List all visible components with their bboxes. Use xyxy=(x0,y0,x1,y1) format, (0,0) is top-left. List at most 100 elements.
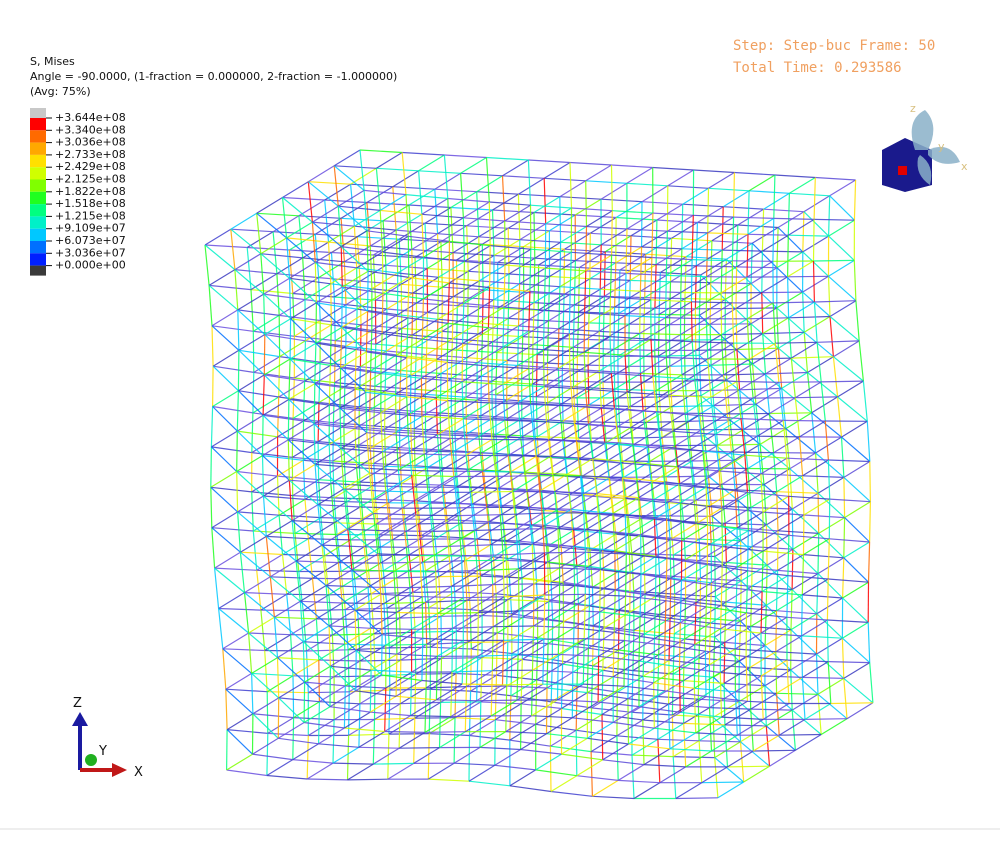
mesh-element xyxy=(629,235,632,281)
mesh-element xyxy=(340,447,383,453)
mesh-element xyxy=(329,443,371,449)
mesh-element xyxy=(397,314,438,320)
mesh-element xyxy=(303,706,331,724)
mesh-element xyxy=(612,660,640,678)
mesh-element xyxy=(476,175,503,193)
mesh-element xyxy=(747,233,789,236)
mesh-element xyxy=(421,415,464,420)
mesh-element xyxy=(788,315,831,319)
mesh-element xyxy=(383,601,426,605)
mesh-element xyxy=(815,176,856,181)
mesh-element xyxy=(438,702,442,748)
mesh-element xyxy=(450,415,454,452)
mesh-element xyxy=(320,517,326,556)
mesh-element xyxy=(454,701,482,719)
mesh-element xyxy=(341,217,384,222)
mesh-element xyxy=(719,470,761,475)
mesh-element xyxy=(760,473,764,513)
mesh-element xyxy=(287,439,316,465)
mesh-element xyxy=(472,503,478,540)
mesh-element xyxy=(375,283,402,301)
mesh-element xyxy=(307,778,348,781)
mesh-element xyxy=(448,322,489,329)
mesh-element xyxy=(378,518,406,536)
mesh-element xyxy=(576,759,604,777)
mesh-element xyxy=(304,721,345,729)
mesh-element xyxy=(502,175,545,179)
mesh-element xyxy=(695,507,723,525)
mesh-element xyxy=(587,365,590,406)
mesh-element xyxy=(463,302,505,308)
mesh-element xyxy=(492,583,534,586)
mesh-element xyxy=(759,443,791,470)
mesh-element xyxy=(469,734,510,741)
mesh-element xyxy=(286,594,292,635)
mesh-element xyxy=(787,235,789,277)
mesh-element xyxy=(746,234,749,278)
mesh-element xyxy=(761,292,764,334)
mesh-element xyxy=(640,290,681,294)
mesh-element xyxy=(325,585,330,626)
mesh-element xyxy=(787,218,815,236)
mesh-element xyxy=(628,349,656,367)
mesh-element xyxy=(573,260,576,306)
legend-label: +3.340e+08 xyxy=(55,123,126,136)
mesh-element xyxy=(801,594,803,636)
mesh-element xyxy=(278,681,305,699)
mesh-element xyxy=(503,638,544,641)
mesh-element xyxy=(354,593,382,611)
mesh-element xyxy=(610,296,651,301)
mesh-element xyxy=(453,717,456,764)
mesh-element xyxy=(791,508,794,550)
mesh-element xyxy=(332,762,374,765)
mesh-element xyxy=(315,342,342,369)
mesh-element xyxy=(291,418,294,458)
mesh-element xyxy=(495,476,501,515)
mesh-element xyxy=(613,590,616,633)
mesh-element xyxy=(399,370,402,411)
mesh-element xyxy=(708,489,736,507)
mesh-element xyxy=(666,518,708,526)
mesh-element xyxy=(620,436,663,439)
mesh-element xyxy=(639,291,641,334)
mesh-element xyxy=(574,198,602,216)
mesh-element xyxy=(212,349,240,367)
mesh-element xyxy=(340,230,368,248)
mesh-element xyxy=(598,701,640,708)
mesh-element xyxy=(303,459,345,465)
mesh-element xyxy=(344,346,347,387)
mesh-element xyxy=(761,209,765,252)
mesh-element xyxy=(711,515,741,542)
mesh-element xyxy=(392,186,435,190)
mesh-element xyxy=(625,553,627,597)
mesh-element xyxy=(745,656,748,702)
mesh-element xyxy=(545,687,548,734)
mesh-element xyxy=(710,282,752,285)
mesh-element xyxy=(638,690,666,708)
mesh-element xyxy=(404,518,410,555)
mesh-element xyxy=(827,538,830,580)
triad-x-label: X xyxy=(134,765,143,780)
mesh-element xyxy=(395,377,422,395)
mesh-element xyxy=(705,487,709,525)
mesh-element xyxy=(461,343,464,382)
legend-label: +9.109e+07 xyxy=(55,222,126,235)
mesh-element xyxy=(609,477,652,484)
mesh-element xyxy=(502,554,505,597)
mesh-element xyxy=(650,339,654,377)
mesh-element xyxy=(518,541,523,578)
mesh-element xyxy=(422,562,427,603)
mesh-element xyxy=(583,594,586,639)
mesh-element xyxy=(614,262,617,308)
mesh-element xyxy=(425,554,452,572)
mesh-element xyxy=(842,597,869,623)
mesh-element xyxy=(750,586,753,627)
mesh-element xyxy=(366,539,394,557)
triad-x-arrow xyxy=(112,763,127,777)
mesh-element xyxy=(346,501,352,540)
mesh-element xyxy=(237,350,240,391)
mesh-element xyxy=(389,530,433,532)
mesh-element xyxy=(278,396,320,404)
mesh-element xyxy=(266,535,309,540)
mesh-element xyxy=(612,706,640,723)
